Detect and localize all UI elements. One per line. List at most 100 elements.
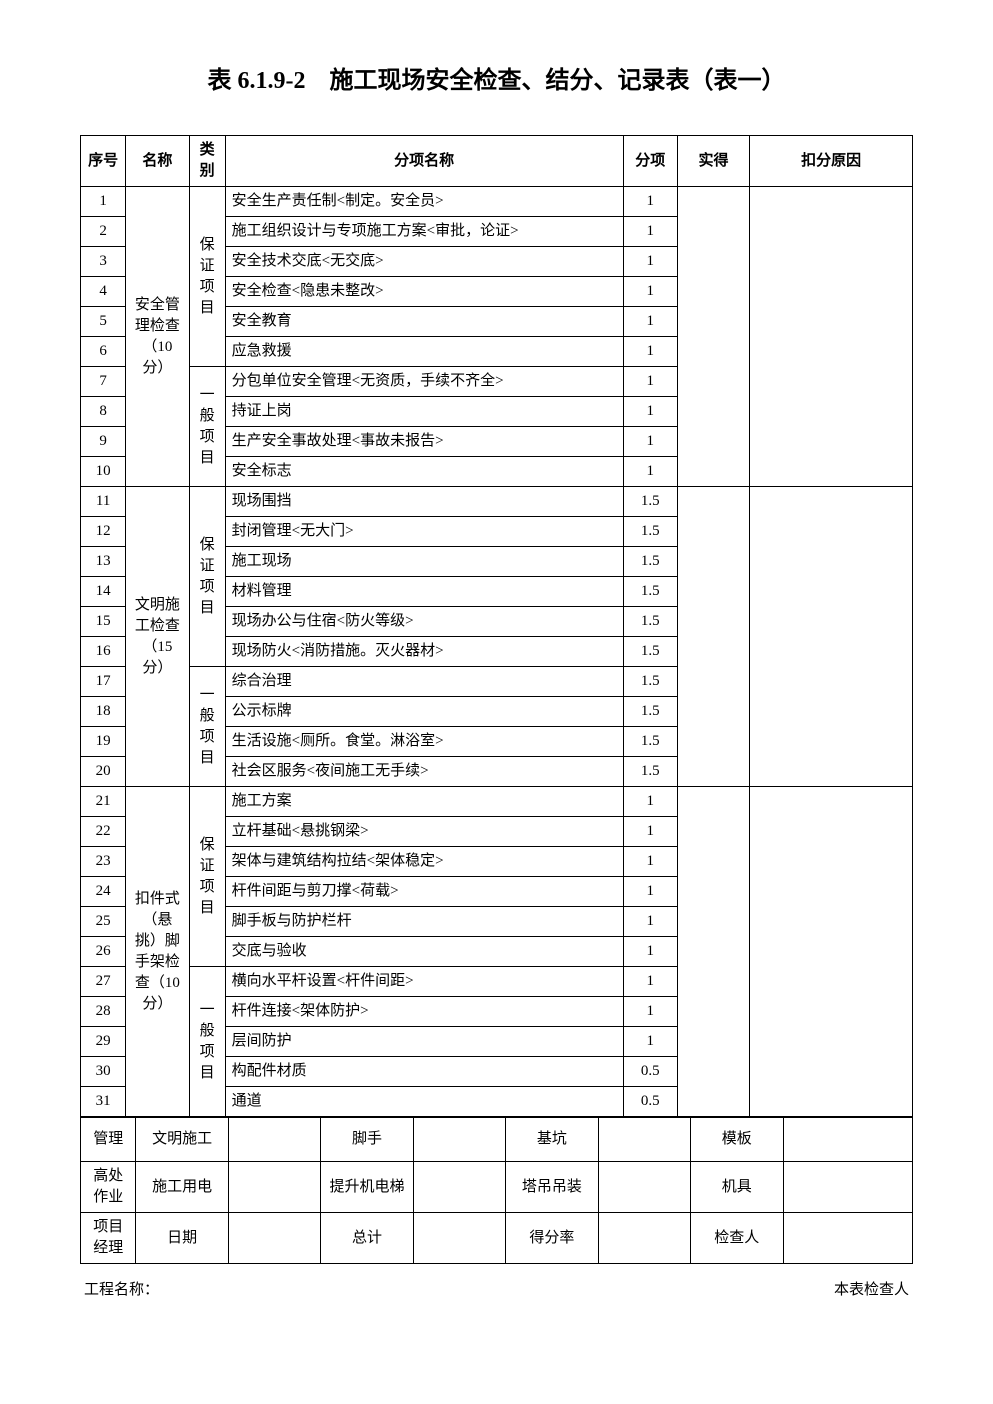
score-cell: 1.5: [623, 547, 677, 577]
summary-cell: [413, 1162, 505, 1213]
category-cell: 保证项目: [189, 487, 225, 667]
item-cell: 杆件间距与剪刀撑<荷载>: [225, 877, 623, 907]
score-cell: 0.5: [623, 1057, 677, 1087]
table-row: 1安全管理检查（10分）保证项目安全生产责任制<制定。安全员>1: [81, 187, 913, 217]
summary-cell: 塔吊吊装: [506, 1162, 598, 1213]
item-cell: 现场防火<消防措施。灭火器材>: [225, 637, 623, 667]
seq-cell: 16: [81, 637, 126, 667]
summary-cell: [228, 1213, 320, 1264]
summary-cell: 项目经理: [81, 1213, 136, 1264]
seq-cell: 24: [81, 877, 126, 907]
header-reason: 扣分原因: [750, 136, 913, 187]
seq-cell: 11: [81, 487, 126, 517]
seq-cell: 17: [81, 667, 126, 697]
seq-cell: 10: [81, 457, 126, 487]
category-cell: 一般项目: [189, 367, 225, 487]
seq-cell: 5: [81, 307, 126, 337]
summary-cell: 日期: [136, 1213, 228, 1264]
summary-cell: 高处作业: [81, 1162, 136, 1213]
seq-cell: 22: [81, 817, 126, 847]
reason-cell: [750, 787, 913, 1117]
item-cell: 层间防护: [225, 1027, 623, 1057]
seq-cell: 12: [81, 517, 126, 547]
score-cell: 1.5: [623, 697, 677, 727]
section-name-cell: 扣件式（悬挑）脚手架检查（10分）: [126, 787, 189, 1117]
item-cell: 现场围挡: [225, 487, 623, 517]
score-cell: 1: [623, 907, 677, 937]
summary-cell: [228, 1118, 320, 1162]
score-cell: 1: [623, 817, 677, 847]
item-cell: 立杆基础<悬挑钢梁>: [225, 817, 623, 847]
summary-cell: 管理: [81, 1118, 136, 1162]
item-cell: 封闭管理<无大门>: [225, 517, 623, 547]
score-cell: 1: [623, 277, 677, 307]
score-cell: 1.5: [623, 667, 677, 697]
header-seq: 序号: [81, 136, 126, 187]
summary-row: 项目经理日期 总计 得分率 检查人: [81, 1213, 913, 1264]
category-cell: 一般项目: [189, 967, 225, 1117]
item-cell: 交底与验收: [225, 937, 623, 967]
score-cell: 0.5: [623, 1087, 677, 1117]
item-cell: 生产安全事故处理<事故未报告>: [225, 427, 623, 457]
section-name-cell: 安全管理检查（10分）: [126, 187, 189, 487]
header-actual: 实得: [677, 136, 749, 187]
item-cell: 施工方案: [225, 787, 623, 817]
seq-cell: 3: [81, 247, 126, 277]
summary-cell: [783, 1213, 912, 1264]
score-cell: 1.5: [623, 727, 677, 757]
seq-cell: 19: [81, 727, 126, 757]
summary-cell: 基坑: [506, 1118, 598, 1162]
seq-cell: 29: [81, 1027, 126, 1057]
summary-cell: 检查人: [691, 1213, 783, 1264]
summary-cell: 得分率: [506, 1213, 598, 1264]
actual-cell: [677, 787, 749, 1117]
item-cell: 材料管理: [225, 577, 623, 607]
item-cell: 现场办公与住宿<防火等级>: [225, 607, 623, 637]
category-cell: 保证项目: [189, 187, 225, 367]
seq-cell: 4: [81, 277, 126, 307]
actual-cell: [677, 487, 749, 787]
summary-table: 管理文明施工脚手基坑模板高处作业施工用电提升机电梯塔吊吊装机具项目经理日期总计得…: [80, 1117, 913, 1264]
item-cell: 安全检查<隐患未整改>: [225, 277, 623, 307]
item-cell: 分包单位安全管理<无资质，手续不齐全>: [225, 367, 623, 397]
item-cell: 综合治理: [225, 667, 623, 697]
item-cell: 持证上岗: [225, 397, 623, 427]
summary-cell: 总计: [321, 1213, 413, 1264]
item-cell: 横向水平杆设置<杆件间距>: [225, 967, 623, 997]
score-cell: 1: [623, 457, 677, 487]
header-row: 序号 名称 类别 分项名称 分项 实得 扣分原因: [81, 136, 913, 187]
score-cell: 1: [623, 967, 677, 997]
item-cell: 架体与建筑结构拉结<架体稳定>: [225, 847, 623, 877]
summary-cell: [413, 1118, 505, 1162]
item-cell: 应急救援: [225, 337, 623, 367]
seq-cell: 13: [81, 547, 126, 577]
score-cell: 1: [623, 427, 677, 457]
score-cell: 1: [623, 937, 677, 967]
score-cell: 1: [623, 217, 677, 247]
item-cell: 构配件材质: [225, 1057, 623, 1087]
score-cell: 1: [623, 787, 677, 817]
summary-cell: 施工用电: [136, 1162, 228, 1213]
seq-cell: 6: [81, 337, 126, 367]
seq-cell: 9: [81, 427, 126, 457]
summary-row: 管理文明施工脚手基坑模板: [81, 1118, 913, 1162]
score-cell: 1: [623, 997, 677, 1027]
seq-cell: 18: [81, 697, 126, 727]
header-name: 名称: [126, 136, 189, 187]
reason-cell: [750, 187, 913, 487]
summary-cell: 提升机电梯: [321, 1162, 413, 1213]
seq-cell: 25: [81, 907, 126, 937]
table-row: 11文明施工检查（15分）保证项目现场围挡1.5: [81, 487, 913, 517]
item-cell: 通道: [225, 1087, 623, 1117]
score-cell: 1: [623, 397, 677, 427]
item-cell: 安全教育: [225, 307, 623, 337]
summary-cell: [783, 1162, 912, 1213]
header-score: 分项: [623, 136, 677, 187]
category-cell: 一般项目: [189, 667, 225, 787]
score-cell: 1.5: [623, 577, 677, 607]
seq-cell: 7: [81, 367, 126, 397]
summary-cell: [228, 1162, 320, 1213]
score-cell: 1.5: [623, 757, 677, 787]
reason-cell: [750, 487, 913, 787]
section-name-cell: 文明施工检查（15分）: [126, 487, 189, 787]
